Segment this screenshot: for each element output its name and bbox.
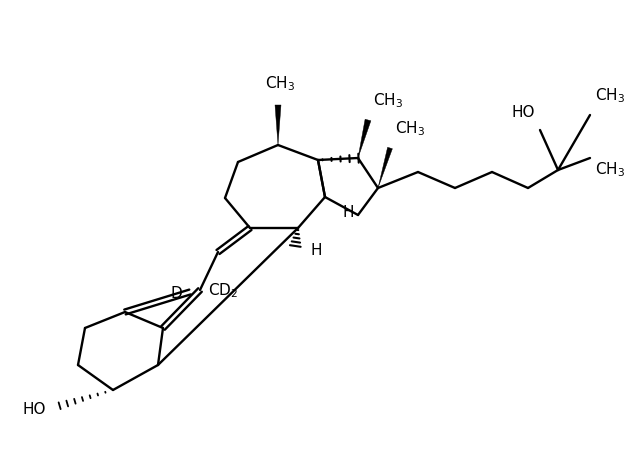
Polygon shape <box>275 105 281 145</box>
Text: H: H <box>310 243 321 258</box>
Text: CH$_3$: CH$_3$ <box>595 86 625 105</box>
Text: CH$_3$: CH$_3$ <box>395 119 425 138</box>
Text: CD$_2$: CD$_2$ <box>208 282 238 300</box>
Text: HO: HO <box>511 105 535 120</box>
Polygon shape <box>378 147 392 188</box>
Text: D: D <box>170 285 182 300</box>
Text: CH$_3$: CH$_3$ <box>595 160 625 179</box>
Text: CH$_3$: CH$_3$ <box>373 91 403 110</box>
Text: H: H <box>342 204 353 219</box>
Text: CH$_3$: CH$_3$ <box>265 74 295 93</box>
Polygon shape <box>358 119 371 158</box>
Text: HO: HO <box>22 401 46 416</box>
